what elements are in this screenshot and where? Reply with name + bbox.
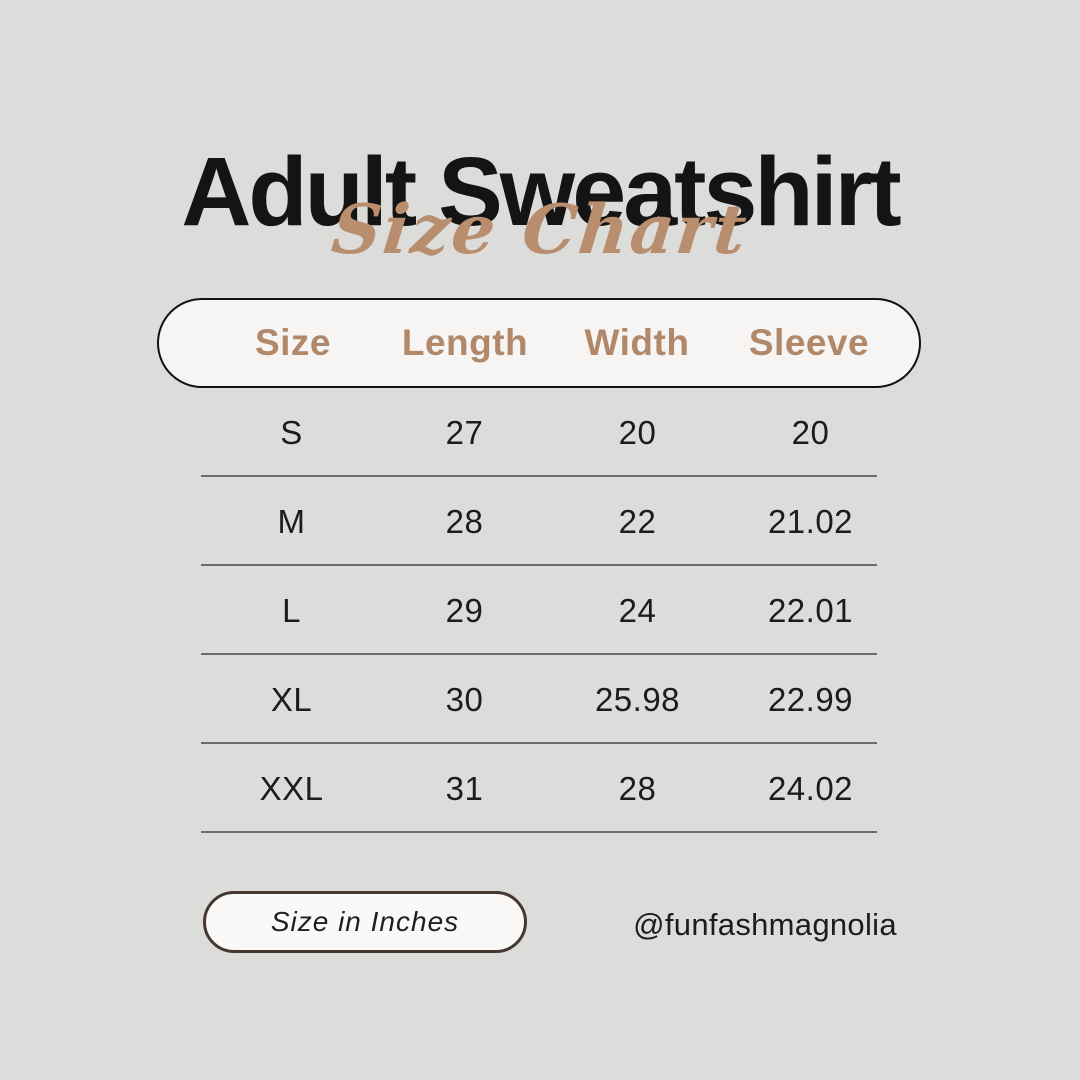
table-row: M 28 22 21.02: [157, 477, 921, 566]
table-row: L 29 24 22.01: [157, 566, 921, 655]
cell-length: 29: [445, 591, 484, 629]
cell-sleeve: 20: [791, 413, 830, 451]
cell-length: 31: [445, 769, 484, 807]
column-header-sleeve: Sleeve: [748, 322, 870, 363]
table-row: XXL 31 28 24.02: [157, 744, 921, 833]
column-header-size: Size: [254, 322, 332, 363]
table-row: XL 30 25.98 22.99: [157, 655, 921, 744]
cell-length: 30: [445, 680, 484, 718]
cell-size: XL: [270, 680, 313, 718]
unit-note-pill: Size in Inches: [203, 891, 527, 953]
page-subtitle: Size Chart: [328, 190, 752, 270]
table-row: S 27 20 20: [157, 388, 921, 477]
cell-width: 22: [618, 502, 657, 540]
page-title: Adult Sweatshirt: [181, 136, 901, 246]
cell-size: S: [280, 413, 303, 451]
column-header-length: Length: [401, 322, 529, 363]
table-header-pill: Size Length Width Sleeve: [157, 298, 921, 388]
column-header-width: Width: [584, 322, 690, 363]
cell-sleeve: 22.99: [767, 680, 854, 718]
cell-size: XXL: [259, 769, 324, 807]
cell-width: 25.98: [594, 680, 681, 718]
cell-sleeve: 22.01: [767, 591, 854, 629]
social-handle: @funfashmagnolia: [633, 907, 897, 942]
table-body: S 27 20 20 M 28 22 21.02 L 29 24 22.01 X…: [157, 388, 921, 833]
cell-width: 24: [618, 591, 657, 629]
unit-note-label: Size in Inches: [270, 906, 460, 937]
cell-width: 28: [618, 769, 657, 807]
cell-sleeve: 24.02: [767, 769, 854, 807]
cell-length: 27: [445, 413, 484, 451]
cell-size: M: [277, 502, 306, 540]
cell-size: L: [282, 591, 301, 629]
cell-sleeve: 21.02: [767, 502, 854, 540]
cell-length: 28: [445, 502, 484, 540]
cell-width: 20: [618, 413, 657, 451]
